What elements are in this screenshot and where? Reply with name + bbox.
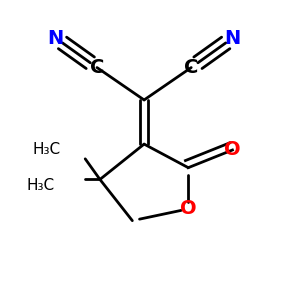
Text: H₃C: H₃C [32,142,60,158]
Text: C: C [184,58,198,77]
Text: O: O [224,140,241,160]
Text: H₃C: H₃C [26,178,55,193]
Text: O: O [180,200,196,218]
Text: C: C [90,58,104,77]
Text: N: N [224,28,241,48]
Text: N: N [48,28,64,48]
